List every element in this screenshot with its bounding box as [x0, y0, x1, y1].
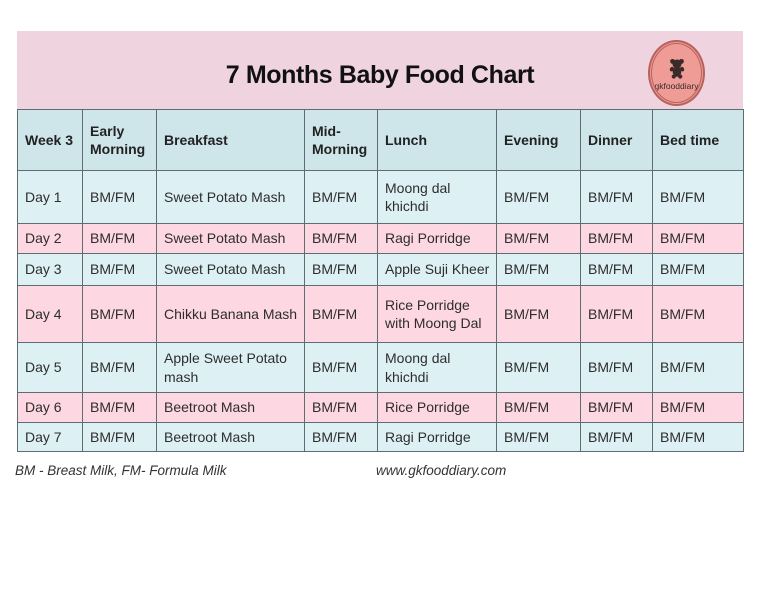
meal-cell: BM/FM — [652, 170, 744, 224]
column-header-bed-time: Bed time — [652, 109, 744, 171]
website-text: www.gkfooddiary.com — [376, 463, 507, 478]
column-header-lunch: Lunch — [377, 109, 497, 171]
meal-cell: BM/FM — [652, 342, 744, 393]
meal-cell: BM/FM — [580, 422, 653, 452]
table-row: Day 5 BM/FM Apple Sweet Potato mash BM/FM Mo… — [17, 342, 744, 393]
meal-cell: Moong dal khichdi — [377, 342, 497, 393]
meal-cell: BM/FM — [304, 285, 378, 343]
table-header-row: Week 3 Early Morning Breakfast Mid-Morning L… — [17, 109, 744, 171]
day-label-cell: Day 5 — [17, 342, 83, 393]
meal-cell: Sweet Potato Mash — [156, 223, 305, 254]
column-header-breakfast: Breakfast — [156, 109, 305, 171]
column-header-week-3: Week 3 — [17, 109, 83, 171]
column-header-dinner: Dinner — [580, 109, 653, 171]
meal-cell: BM/FM — [580, 170, 653, 224]
meal-cell: Sweet Potato Mash — [156, 253, 305, 286]
column-header-mid-morning: Mid-Morning — [304, 109, 378, 171]
meal-cell: BM/FM — [580, 253, 653, 286]
day-label-cell: Day 4 — [17, 285, 83, 343]
logo: gkfooddiary — [648, 40, 705, 106]
meal-cell: BM/FM — [652, 392, 744, 423]
meal-cell: Ragi Porridge — [377, 422, 497, 452]
food-chart-table: Week 3 Early Morning Breakfast Mid-Morning L… — [17, 109, 744, 452]
meal-cell: Apple Suji Kheer — [377, 253, 497, 286]
column-header-early-morning: Early Morning — [82, 109, 157, 171]
title-banner: 7 Months Baby Food Chart gkfooddiary — [17, 31, 743, 109]
table-row: Day 3 BM/FM Sweet Potato Mash BM/FM Apple Su… — [17, 253, 744, 286]
meal-cell: Beetroot Mash — [156, 422, 305, 452]
meal-cell: BM/FM — [82, 253, 157, 286]
meal-cell: BM/FM — [496, 253, 581, 286]
meal-cell: BM/FM — [304, 223, 378, 254]
meal-cell: BM/FM — [652, 422, 744, 452]
meal-cell: BM/FM — [304, 422, 378, 452]
table-body: Day 1 BM/FM Sweet Potato Mash BM/FM Moong da… — [17, 170, 744, 452]
meal-cell: BM/FM — [652, 253, 744, 286]
meal-cell: BM/FM — [496, 285, 581, 343]
meal-cell: BM/FM — [82, 223, 157, 254]
meal-cell: Ragi Porridge — [377, 223, 497, 254]
meal-cell: BM/FM — [652, 285, 744, 343]
teddy-bear-icon — [669, 58, 684, 79]
meal-cell: BM/FM — [496, 342, 581, 393]
meal-cell: BM/FM — [82, 422, 157, 452]
column-header-evening: Evening — [496, 109, 581, 171]
footer: BM - Breast Milk, FM- Formula Milk www.g… — [0, 463, 768, 483]
meal-cell: BM/FM — [82, 285, 157, 343]
page-title: 7 Months Baby Food Chart — [225, 61, 535, 89]
logo-text: gkfooddiary — [654, 81, 699, 91]
table-row: Day 4 BM/FM Chikku Banana Mash BM/FM Rice Po… — [17, 285, 744, 343]
meal-cell: Moong dal khichdi — [377, 170, 497, 224]
meal-cell: BM/FM — [496, 223, 581, 254]
meal-cell: Rice Porridge with Moong Dal — [377, 285, 497, 343]
meal-cell: BM/FM — [580, 285, 653, 343]
meal-cell: BM/FM — [580, 223, 653, 254]
meal-cell: BM/FM — [304, 170, 378, 224]
meal-cell: Beetroot Mash — [156, 392, 305, 423]
day-label-cell: Day 3 — [17, 253, 83, 286]
meal-cell: BM/FM — [82, 342, 157, 393]
meal-cell: BM/FM — [496, 422, 581, 452]
meal-cell: Sweet Potato Mash — [156, 170, 305, 224]
table-row: Day 7 BM/FM Beetroot Mash BM/FM Ragi Porridg… — [17, 422, 744, 452]
meal-cell: BM/FM — [304, 253, 378, 286]
legend-text: BM - Breast Milk, FM- Formula Milk — [15, 463, 227, 478]
meal-cell: BM/FM — [304, 392, 378, 423]
meal-cell: BM/FM — [304, 342, 378, 393]
meal-cell: BM/FM — [82, 392, 157, 423]
meal-cell: BM/FM — [652, 223, 744, 254]
meal-cell: BM/FM — [580, 342, 653, 393]
day-label-cell: Day 7 — [17, 422, 83, 452]
table-row: Day 6 BM/FM Beetroot Mash BM/FM Rice Porridg… — [17, 392, 744, 423]
meal-cell: BM/FM — [82, 170, 157, 224]
day-label-cell: Day 1 — [17, 170, 83, 224]
table-row: Day 1 BM/FM Sweet Potato Mash BM/FM Moong da… — [17, 170, 744, 224]
day-label-cell: Day 2 — [17, 223, 83, 254]
day-label-cell: Day 6 — [17, 392, 83, 423]
meal-cell: BM/FM — [496, 392, 581, 423]
meal-cell: BM/FM — [496, 170, 581, 224]
meal-cell: Chikku Banana Mash — [156, 285, 305, 343]
meal-cell: Rice Porridge — [377, 392, 497, 423]
meal-cell: BM/FM — [580, 392, 653, 423]
table-row: Day 2 BM/FM Sweet Potato Mash BM/FM Ragi Por… — [17, 223, 744, 254]
meal-cell: Apple Sweet Potato mash — [156, 342, 305, 393]
